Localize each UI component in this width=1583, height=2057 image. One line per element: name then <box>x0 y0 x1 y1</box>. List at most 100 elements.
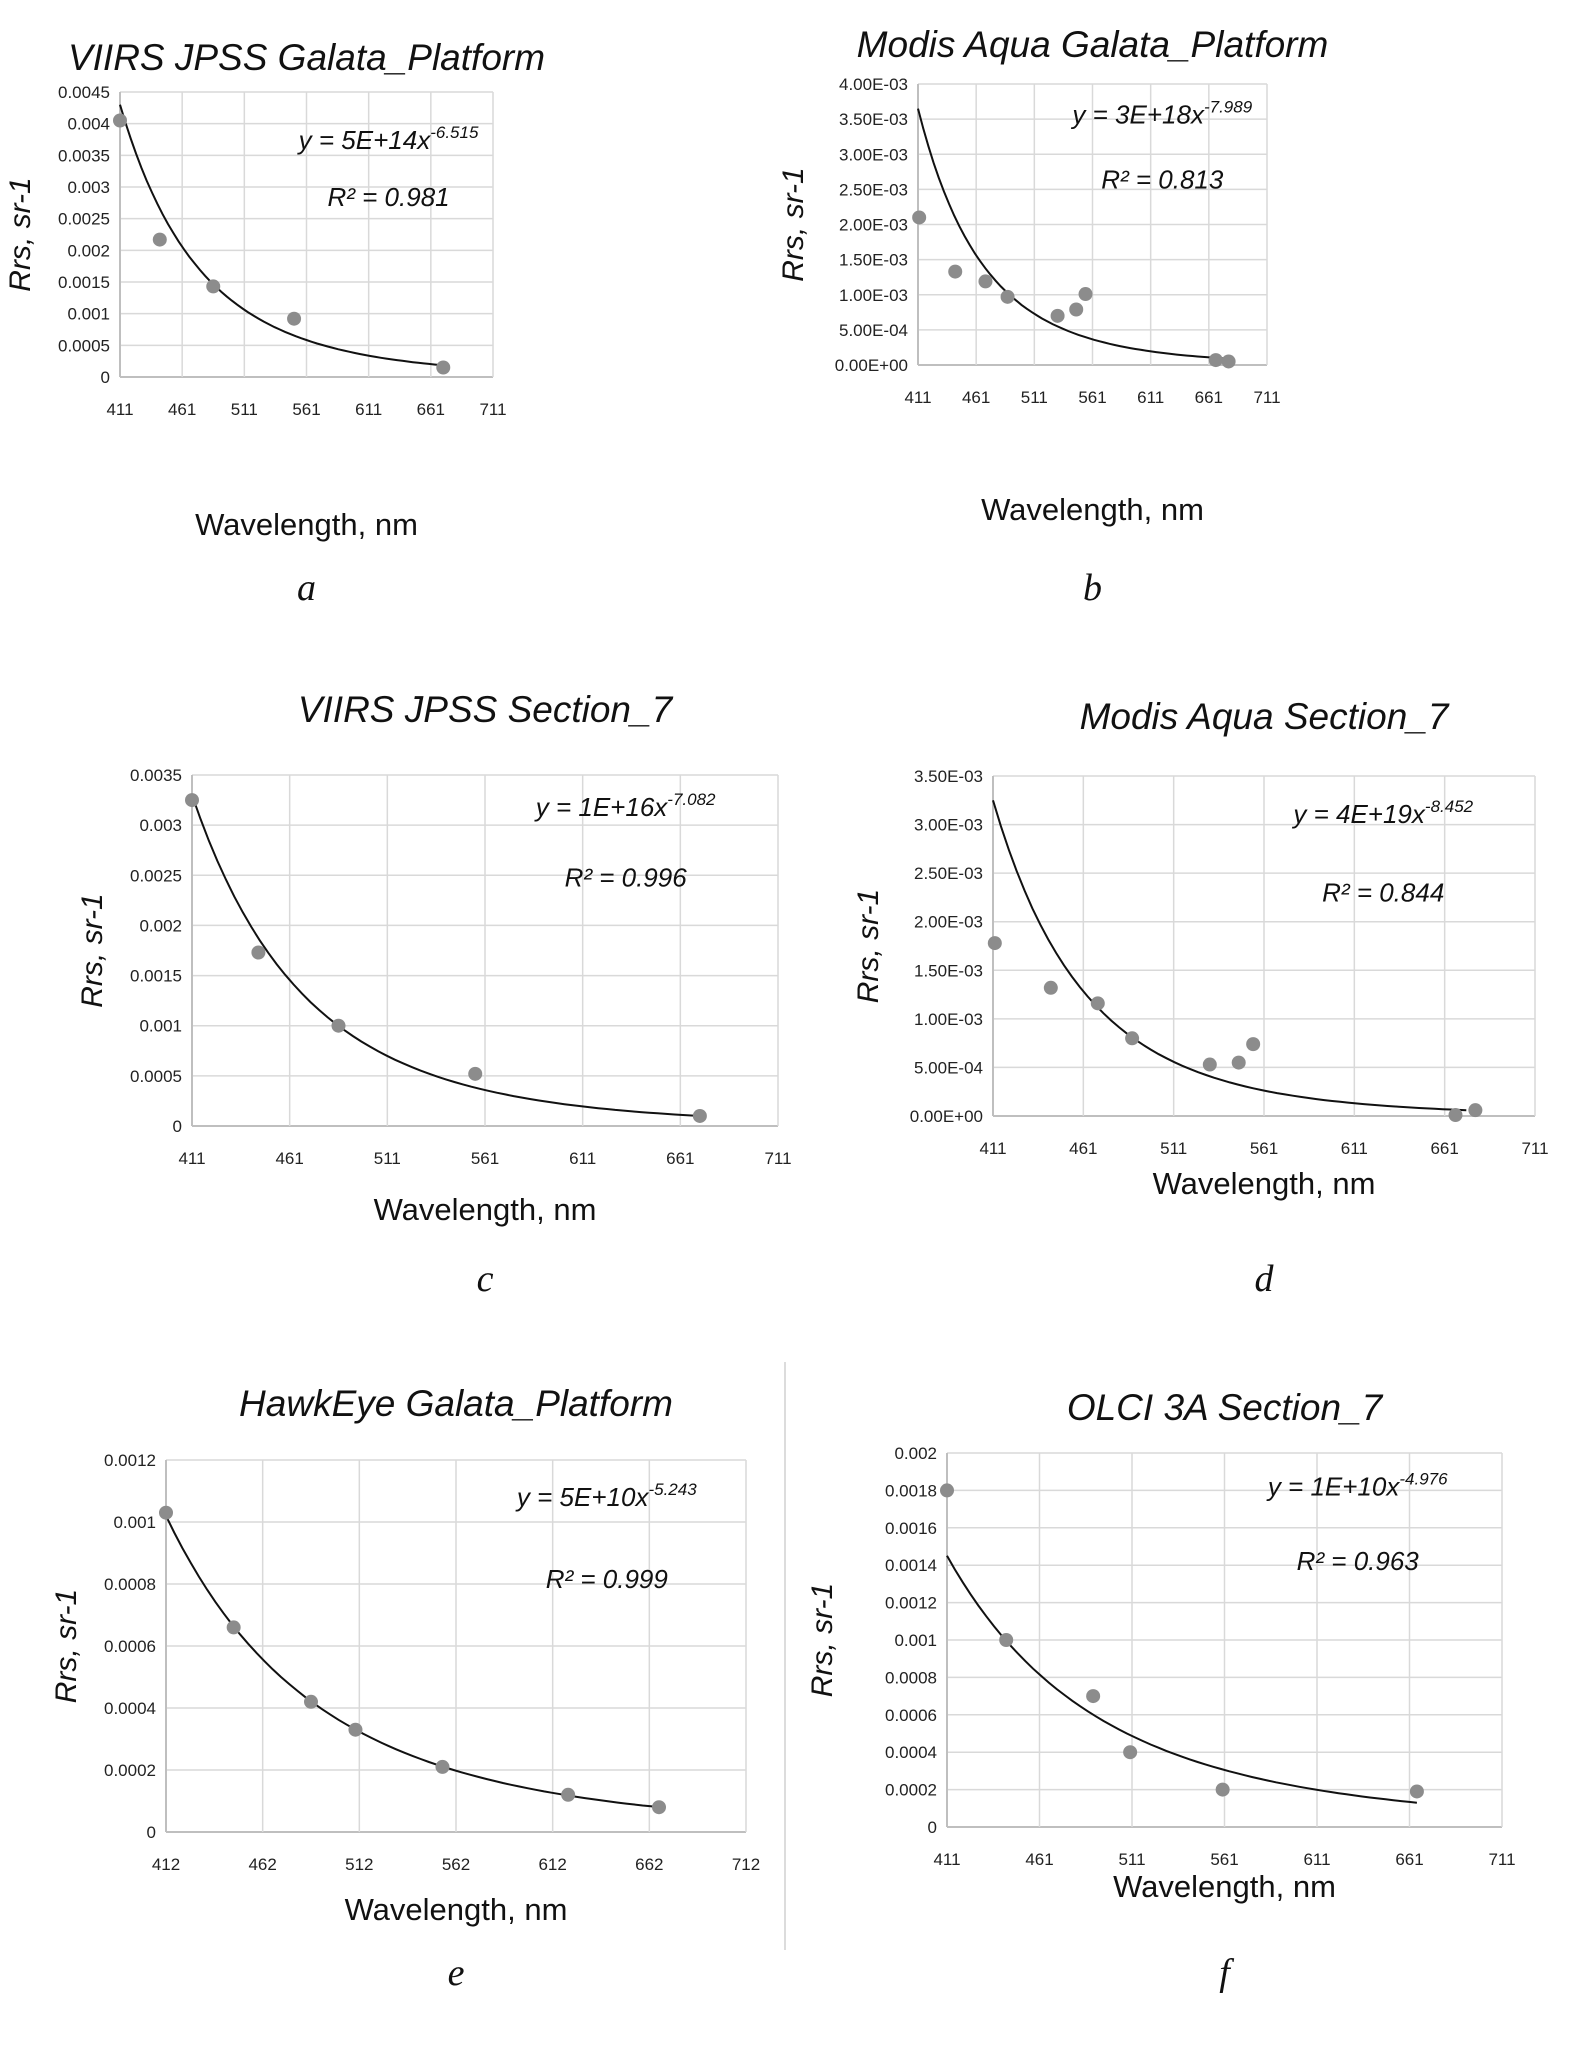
data-point <box>1409 1784 1424 1799</box>
x-axis-label: Wavelength, nm <box>1153 1166 1376 1201</box>
trend-equation-exponent: -6.515 <box>430 123 479 142</box>
x-tick-label: 661 <box>1430 1139 1458 1158</box>
y-tick-label: 2.50E-03 <box>914 864 983 883</box>
data-point <box>1231 1055 1246 1070</box>
y-tick-label: 1.50E-03 <box>914 961 983 980</box>
data-point <box>561 1787 576 1802</box>
data-point <box>1125 1031 1140 1046</box>
r-squared: R² = 0.963 <box>1297 1546 1420 1576</box>
trend-equation-exponent: -4.976 <box>1399 1469 1448 1488</box>
y-tick-label: 0.0045 <box>58 83 110 102</box>
y-tick-label: 4.00E-03 <box>839 75 908 94</box>
data-point <box>435 1759 450 1774</box>
x-axis-label: Wavelength, nm <box>345 1892 568 1927</box>
trend-equation-exponent: -7.082 <box>667 790 716 809</box>
y-tick-label: 0.0008 <box>104 1575 156 1594</box>
data-point <box>1043 980 1058 995</box>
y-tick-label: 0.001 <box>894 1631 937 1650</box>
panel-letter: e <box>448 1952 465 1994</box>
x-tick-label: 711 <box>479 400 506 419</box>
trend-equation-base: y = 4E+19x <box>1291 799 1426 829</box>
x-tick-label: 711 <box>1521 1139 1548 1158</box>
x-tick-label: 612 <box>538 1855 566 1874</box>
y-tick-label: 2.00E-03 <box>839 216 908 235</box>
data-point <box>331 1018 346 1033</box>
trend-equation-exponent: -5.243 <box>648 1480 697 1499</box>
data-point <box>468 1066 483 1081</box>
x-tick-label: 461 <box>1069 1139 1097 1158</box>
chart-panel-f: 0 0.0002 0.0004 0.0006 0.0008 0.001 0.0012 0.00… <box>806 1387 1516 1994</box>
data-point <box>940 1483 954 1498</box>
y-tick-label: 0.002 <box>67 241 110 260</box>
trend-equation: y = 4E+19x-8.452 <box>1291 797 1473 829</box>
trendline <box>992 800 1467 1112</box>
y-tick-label: 0 <box>173 1117 182 1136</box>
chart-title: VIIRS JPSS Section_7 <box>298 689 674 730</box>
y-tick-label: 0.0035 <box>58 146 110 165</box>
trend-equation-base: y = 1E+16x <box>534 792 669 822</box>
x-tick-label: 711 <box>1253 388 1280 407</box>
x-tick-label: 411 <box>904 388 931 407</box>
x-tick-label: 611 <box>1137 388 1164 407</box>
y-tick-label: 1.50E-03 <box>839 251 908 270</box>
y-tick-label: 0.002 <box>894 1444 937 1463</box>
chart-panel-d: 0.00E+00 5.00E-04 1.00E-03 1.50E-03 2.00E-03… <box>852 696 1549 1300</box>
trendline <box>917 108 1229 360</box>
data-point <box>1000 289 1015 304</box>
trend-equation: y = 5E+10x-5.243 <box>515 1480 697 1512</box>
x-tick-label: 561 <box>471 1149 499 1168</box>
chart-title: HawkEye Galata_Platform <box>239 1383 673 1424</box>
chart-title: Modis Aqua Section_7 <box>1080 696 1450 737</box>
data-point <box>912 210 927 225</box>
data-point <box>1078 287 1093 302</box>
y-tick-label: 2.50E-03 <box>839 180 908 199</box>
chart-title: VIIRS JPSS Galata_Platform <box>68 37 545 78</box>
data-point <box>304 1694 318 1709</box>
x-tick-label: 511 <box>374 1149 401 1168</box>
data-point <box>251 945 266 960</box>
trend-equation-base: y = 5E+10x <box>515 1482 650 1512</box>
x-tick-label: 411 <box>933 1850 960 1869</box>
data-point <box>348 1722 363 1737</box>
y-tick-label: 0.0008 <box>885 1668 937 1687</box>
data-point <box>1246 1037 1261 1052</box>
r-squared: R² = 0.813 <box>1101 164 1224 194</box>
x-tick-label: 461 <box>168 400 196 419</box>
x-tick-label: 512 <box>345 1855 373 1874</box>
data-point <box>1215 1782 1230 1797</box>
y-tick-label: 0.00E+00 <box>910 1107 983 1126</box>
x-tick-label: 561 <box>292 400 320 419</box>
data-point <box>1069 302 1084 317</box>
trendline <box>119 104 440 366</box>
panel-letter: a <box>297 567 316 609</box>
data-point <box>1123 1745 1138 1760</box>
y-axis-label: Rrs, sr-1 <box>50 1589 83 1703</box>
x-tick-label: 611 <box>1303 1850 1330 1869</box>
y-tick-label: 0 <box>928 1818 937 1837</box>
y-tick-label: 0.0012 <box>885 1594 937 1613</box>
data-point <box>159 1505 173 1520</box>
trend-equation-exponent: -7.989 <box>1204 98 1253 117</box>
data-point <box>1090 996 1105 1011</box>
trendline <box>946 1555 1418 1804</box>
r-squared: R² = 0.999 <box>546 1564 668 1594</box>
x-tick-label: 511 <box>231 400 258 419</box>
y-axis-label: Rrs, sr-1 <box>852 889 885 1003</box>
x-tick-label: 661 <box>417 400 445 419</box>
y-tick-label: 0.0014 <box>885 1556 937 1575</box>
y-tick-label: 0 <box>101 368 110 387</box>
trend-equation: y = 1E+10x-4.976 <box>1266 1469 1448 1501</box>
y-tick-label: 0.004 <box>67 115 110 134</box>
chart-panel-a: 0 0.0005 0.001 0.0015 0.002 0.0025 0.003 0.0035… <box>4 37 545 609</box>
x-tick-label: 411 <box>106 400 133 419</box>
data-point <box>113 113 127 128</box>
x-tick-label: 461 <box>275 1149 303 1168</box>
y-tick-label: 0.0005 <box>58 336 110 355</box>
x-tick-label: 611 <box>1341 1139 1368 1158</box>
trendline <box>165 1515 660 1809</box>
data-point <box>652 1800 666 1815</box>
panel-letter: c <box>477 1258 494 1300</box>
x-tick-label: 561 <box>1250 1139 1278 1158</box>
data-point <box>152 232 167 247</box>
y-tick-label: 1.00E-03 <box>914 1010 983 1029</box>
